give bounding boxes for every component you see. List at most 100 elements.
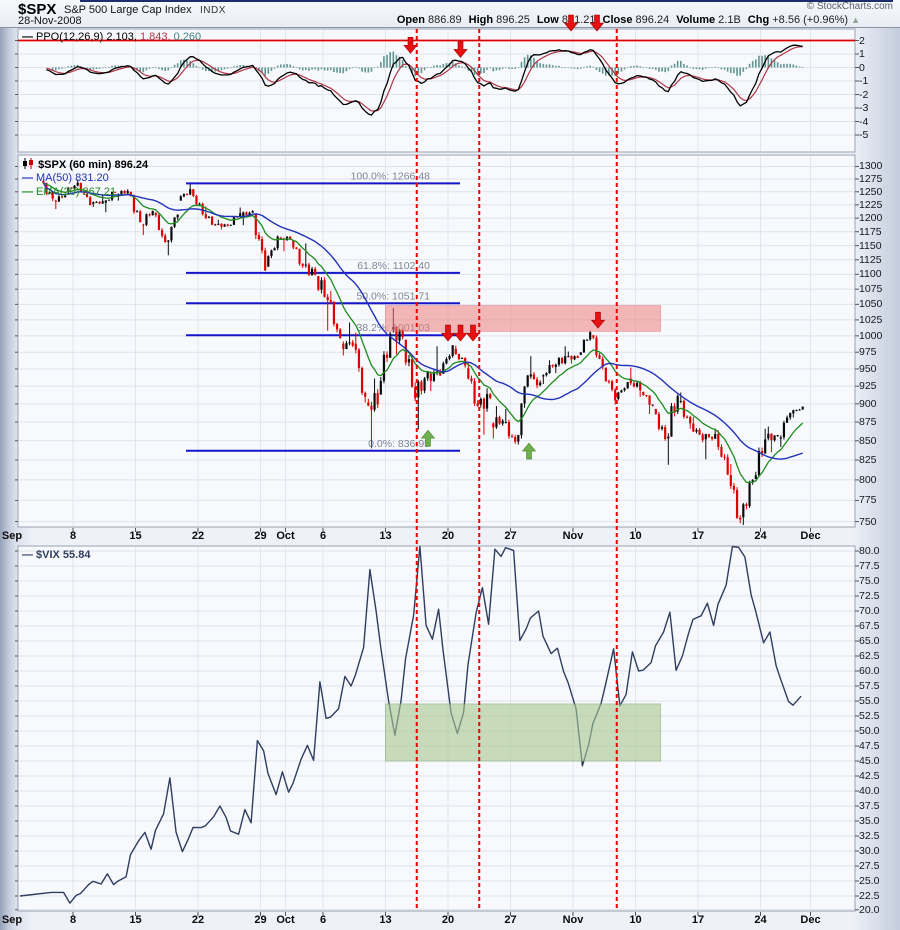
ppo-histogram-bar	[667, 67, 670, 72]
candle-body	[704, 434, 707, 440]
ppo-histogram-bar	[767, 55, 770, 68]
ppo-histogram-bar	[289, 64, 291, 68]
date-label-Dec: Dec	[800, 530, 821, 542]
candle-body	[232, 216, 236, 225]
axis-label: 950	[859, 362, 877, 375]
change-up-icon: ▲	[851, 15, 860, 25]
ppo-histogram-bar	[795, 65, 798, 68]
ppo-histogram-bar	[348, 67, 351, 70]
candle-body	[198, 203, 201, 205]
axis-label: 32.5	[859, 829, 880, 842]
candle-body	[307, 264, 311, 276]
candle-body	[89, 197, 92, 206]
candle-body	[195, 195, 198, 205]
ppo-histogram-bar	[508, 67, 510, 69]
ppo-histogram-bar	[686, 65, 688, 68]
ma50-label: MA(50) 831.20	[36, 172, 109, 184]
ppo-histogram-bar	[620, 67, 623, 72]
ppo-histogram-bar	[105, 67, 107, 69]
candle-body	[320, 280, 323, 290]
candle-body	[582, 339, 586, 353]
date-label-8: 8	[69, 530, 77, 542]
ppo-histogram-bar	[739, 67, 741, 76]
candle-body	[114, 191, 117, 193]
ppo-histogram-bar	[708, 67, 710, 69]
ppo-histogram-bar	[236, 65, 238, 68]
candle-body	[151, 210, 154, 216]
candle-body	[564, 356, 567, 364]
ppo-histogram-bar	[333, 67, 335, 73]
candle-body	[92, 202, 95, 204]
candle-body	[410, 359, 414, 387]
ppo-histogram-bar	[670, 65, 673, 68]
axis-label: 925	[859, 380, 877, 393]
ppo-histogram-bar	[798, 66, 801, 68]
candle-body	[64, 195, 67, 198]
candle-body	[745, 504, 748, 507]
candle-body	[467, 368, 470, 379]
ppo-histogram-bar	[505, 67, 507, 69]
ppo-histogram-bar	[692, 67, 695, 69]
candle-body	[795, 410, 798, 412]
ppo-histogram-bar	[273, 67, 276, 69]
candle-body	[707, 434, 711, 437]
ppo-histogram-bar	[139, 67, 141, 72]
quote-label: High	[468, 14, 494, 26]
axis-label: -4	[859, 115, 869, 128]
candle-body	[298, 248, 301, 264]
candle-body	[229, 224, 232, 226]
ppo-histogram-bar	[717, 67, 720, 69]
ppo-histogram-bar	[420, 67, 423, 74]
candle-body	[76, 182, 79, 186]
axis-label: 0	[859, 61, 865, 74]
vix-support-zone-box	[385, 703, 661, 762]
quote-value: +8.56 (+0.96%)	[769, 14, 849, 26]
date-label-Nov: Nov	[562, 914, 584, 926]
candle-body	[514, 436, 517, 442]
ppo-histogram-bar	[433, 65, 435, 68]
ppo-histogram-bar	[398, 56, 401, 68]
ma50-line	[42, 182, 803, 460]
header: $SPX S&P 500 Large Cap Index INDX 28-Nov…	[0, 0, 900, 28]
candle-body	[601, 358, 604, 368]
ppo-histogram-bar	[286, 64, 288, 68]
candle-body	[676, 395, 679, 412]
ppo-histogram-bar	[545, 64, 548, 68]
chart-top-border	[80, 0, 893, 2]
ppo-histogram-bar	[380, 62, 382, 68]
ppo-histogram-bar	[751, 60, 754, 68]
ppo-histogram-bar	[698, 67, 701, 70]
ppo-histogram-bar	[776, 62, 779, 68]
ppo-histogram-bar	[495, 67, 498, 71]
candle-body	[279, 237, 282, 239]
candle-body	[714, 433, 717, 439]
ppo-histogram-bar	[786, 63, 788, 68]
candle-body	[495, 417, 498, 428]
candle-body	[476, 403, 479, 407]
ppo-histogram-bar	[292, 66, 295, 68]
candle-body	[473, 381, 476, 404]
candle-body	[173, 217, 176, 227]
candle-body	[210, 216, 214, 225]
candle-body	[798, 409, 801, 411]
candle-body	[785, 417, 789, 423]
ppo-histogram-bar	[789, 63, 791, 68]
candle-body	[723, 456, 726, 458]
ppo-histogram-bar	[580, 67, 582, 69]
candle-body	[214, 224, 217, 226]
ppo-histogram-bar	[426, 67, 429, 68]
copyright: © StockCharts.com	[806, 1, 893, 12]
ppo-histogram-bar	[180, 60, 182, 68]
candle-body	[164, 235, 167, 243]
ppo-histogram-bar	[592, 66, 595, 68]
candle-body	[292, 240, 295, 248]
axis-label: 1275	[859, 173, 883, 185]
ppo-histogram-bar	[101, 67, 104, 69]
candle-body	[120, 190, 123, 195]
ppo-histogram-bar	[264, 67, 266, 76]
date-label-29: 29	[254, 914, 267, 926]
ppo-histogram-bar	[170, 67, 173, 69]
ema20-legend: — EMA(20) 867.21	[22, 186, 116, 198]
candle-body	[570, 356, 573, 360]
vix-line	[19, 545, 802, 904]
